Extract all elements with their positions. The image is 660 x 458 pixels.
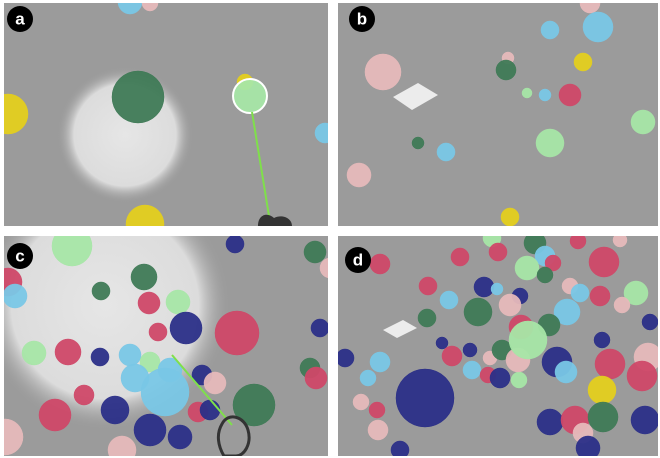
sphere (92, 282, 110, 300)
sphere (440, 291, 458, 309)
sphere (204, 372, 226, 394)
sphere (74, 385, 94, 405)
panel-label: d (353, 251, 363, 270)
sphere (226, 235, 244, 253)
sphere (365, 54, 401, 90)
sphere (149, 323, 167, 341)
panel-a (0, 0, 335, 243)
sphere (451, 248, 469, 266)
sphere (574, 53, 592, 71)
sphere (347, 163, 371, 187)
panel-b (338, 0, 658, 226)
sphere (522, 88, 532, 98)
sphere (353, 394, 369, 410)
sphere (418, 309, 436, 327)
sphere (515, 256, 539, 280)
sphere (419, 277, 437, 295)
sphere (437, 143, 455, 161)
sphere (396, 369, 454, 427)
sphere (412, 137, 424, 149)
sphere (588, 376, 616, 404)
sphere (39, 399, 71, 431)
sphere (311, 319, 329, 337)
sphere (571, 284, 589, 302)
panel-label-b: b (349, 6, 375, 32)
sphere (315, 123, 335, 143)
sphere (52, 226, 92, 266)
sphere (360, 370, 376, 386)
sphere (22, 341, 46, 365)
sphere (590, 286, 610, 306)
sphere (436, 337, 448, 349)
panel-label: c (15, 247, 24, 266)
sphere (3, 284, 27, 308)
sphere (134, 414, 166, 446)
sphere (474, 277, 494, 297)
sphere (496, 60, 516, 80)
sphere (499, 294, 521, 316)
sphere (305, 367, 327, 389)
sphere (594, 332, 610, 348)
panel-label-a: a (7, 6, 33, 32)
sphere (588, 402, 618, 432)
sphere (463, 361, 481, 379)
sphere (589, 247, 619, 277)
sphere (119, 344, 141, 366)
sphere (463, 343, 477, 357)
sphere (642, 314, 658, 330)
sphere (336, 349, 354, 367)
sphere (570, 233, 586, 249)
sphere (583, 12, 613, 42)
sphere (91, 348, 109, 366)
sphere (304, 241, 326, 263)
sphere (509, 321, 547, 359)
sphere (320, 258, 340, 278)
sphere (491, 283, 503, 295)
sphere (541, 21, 559, 39)
sphere (511, 372, 527, 388)
panel-background (338, 3, 658, 226)
sphere (631, 110, 655, 134)
sphere (631, 406, 659, 434)
sphere (559, 84, 581, 106)
sphere (138, 292, 160, 314)
sphere (490, 368, 510, 388)
sphere (200, 400, 220, 420)
sphere (613, 233, 627, 247)
sphere (168, 425, 192, 449)
sphere (170, 312, 202, 344)
sphere (101, 396, 129, 424)
sphere (166, 290, 190, 314)
sphere (112, 71, 164, 123)
sphere (141, 368, 189, 416)
sphere (442, 346, 462, 366)
panel-label: a (15, 10, 25, 29)
panel-label: b (357, 10, 367, 29)
sphere (215, 311, 259, 355)
sphere (627, 361, 657, 391)
panel-label-d: d (345, 247, 371, 273)
panel-label-c: c (7, 243, 33, 269)
sphere (537, 267, 553, 283)
sphere (233, 79, 267, 113)
sphere (369, 402, 385, 418)
sphere (489, 243, 507, 261)
sphere (595, 349, 625, 379)
sphere (537, 409, 563, 435)
panel-d (336, 229, 660, 458)
sphere (539, 89, 551, 101)
figure: a b c d (0, 0, 660, 458)
sphere (576, 436, 600, 458)
sphere (131, 264, 157, 290)
sphere (370, 352, 390, 372)
sphere (370, 254, 390, 274)
sphere (614, 297, 630, 313)
sphere (501, 208, 519, 226)
sphere (555, 361, 577, 383)
sphere (391, 441, 409, 458)
sphere (55, 339, 81, 365)
sphere (536, 129, 564, 157)
sphere (368, 420, 388, 440)
sphere (464, 298, 492, 326)
